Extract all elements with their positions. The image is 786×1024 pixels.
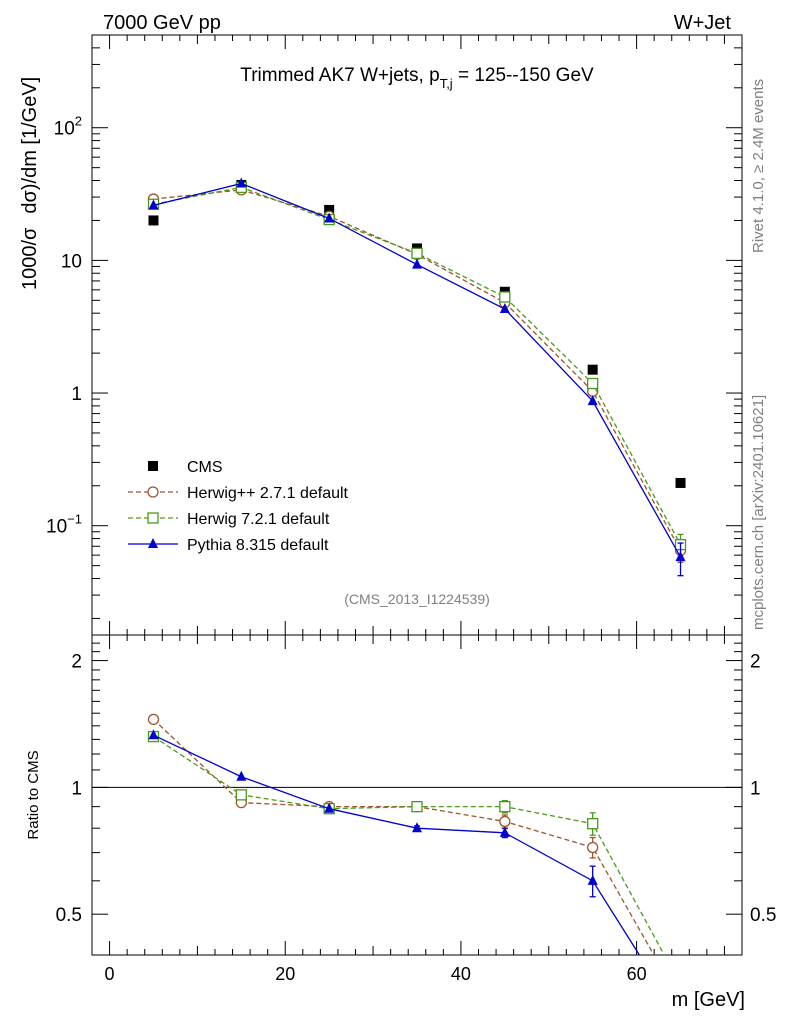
ratio-tick-labels: 0.5 0.5 1 1 2 2 [56, 652, 777, 927]
x-axis-label: m [GeV] [672, 989, 745, 1011]
ratio-data-point [587, 874, 598, 885]
analysis-id-label: (CMS_2013_I1224539) [344, 591, 490, 607]
ratio-y-tick-label-left: 1 [71, 778, 82, 799]
x-tick-label: 0 [105, 964, 115, 984]
ratio-y-tick-label-right: 2 [750, 652, 761, 673]
x-tick-label: 60 [627, 964, 647, 984]
mcplots-reference-label: mcplots.cern.ch [arXiv:2401.10621] [750, 395, 767, 630]
ratio-data-point [587, 841, 599, 854]
y-tick-label: 1 [71, 384, 82, 405]
plot-title: Trimmed AK7 W+jets, pT,j = 125--150 GeV [240, 65, 594, 91]
ratio-data-point [412, 822, 422, 833]
main-data-point [675, 477, 686, 488]
legend-label: CMS [187, 459, 223, 476]
ratio-series-herwig-2-7-1-default [147, 713, 655, 955]
plot-title-main: Trimmed AK7 W+jets, p [240, 65, 439, 86]
x-tick-label: 40 [451, 964, 471, 984]
ratio-y-axis-label: Ratio to CMS [25, 750, 42, 839]
ratio-data-point [411, 800, 423, 813]
ratio-data-point [499, 815, 511, 828]
main-series-herwig-2-7-1-default [147, 184, 687, 563]
ratio-data-point [236, 770, 247, 781]
ratio-data-point [324, 802, 335, 813]
process-label: W+Jet [674, 12, 732, 34]
y-axis-label-part-b: dσ)/dm [1/GeV] [19, 77, 41, 214]
main-data-point [148, 215, 159, 226]
main-axis-ticks [92, 34, 742, 635]
ratio-y-tick-label-left: 2 [71, 652, 82, 673]
ratio-series-pythia-8-315-default [148, 729, 686, 1024]
ratio-plot-frame [91, 634, 743, 956]
legend-marker [148, 461, 158, 471]
ratio-data-point [676, 1014, 686, 1024]
ratio-y-tick-label-right: 0.5 [750, 905, 776, 926]
y-tick-label-base: 10 [46, 517, 67, 538]
main-series-group [147, 177, 687, 577]
legend-item: Herwig++ 2.7.1 default [128, 485, 349, 502]
ratio-series-herwig-7-2-1-default [147, 730, 666, 955]
main-data-point [587, 395, 598, 406]
main-data-point [412, 258, 422, 269]
legend-item: Pythia 8.315 default [128, 537, 329, 554]
y-tick-label-exponent: 2 [75, 114, 82, 129]
x-tick-label: 20 [275, 964, 295, 984]
legend-label: Pythia 8.315 default [187, 537, 329, 554]
ratio-data-point [148, 729, 159, 740]
energy-label: 7000 GeV pp [103, 12, 221, 34]
x-tick-labels: 0 20 40 60 [105, 964, 647, 984]
y-tick-label: 10 [61, 251, 82, 272]
main-data-point [324, 212, 335, 223]
ratio-y-tick-label-right: 1 [750, 778, 761, 799]
legend-marker [148, 538, 158, 548]
main-data-point [411, 247, 423, 259]
y-tick-label-base: 10 [54, 119, 75, 140]
legend-item: CMS [148, 459, 223, 476]
ratio-series-line [153, 718, 655, 955]
main-data-point [148, 199, 159, 210]
legend-item: Herwig 7.2.1 default [128, 511, 330, 528]
legend-label: Herwig++ 2.7.1 default [187, 485, 349, 502]
ratio-axis-ticks [92, 634, 742, 956]
main-data-point [499, 303, 510, 314]
y-tick-label: 102 [54, 114, 82, 140]
ratio-data-point [499, 826, 510, 837]
main-data-point [499, 291, 511, 303]
legend-marker [147, 512, 159, 524]
y-axis-label-part-a: 1000/σ [19, 227, 41, 290]
y-tick-label: 10−1 [46, 512, 82, 538]
ratio-series-group [147, 713, 686, 1024]
ratio-y-tick-label-left: 0.5 [56, 905, 82, 926]
main-data-point [587, 364, 598, 375]
ratio-data-point [499, 800, 511, 813]
ratio-plot-panel: 0.5 0.5 1 1 2 2 Ratio to CMS [25, 634, 777, 1024]
legend-marker [147, 486, 159, 498]
main-series-cms [148, 180, 686, 488]
y-tick-label-exponent: −1 [67, 512, 82, 527]
legend: CMS Herwig++ 2.7.1 default Herwig 7.2.1 de… [128, 459, 349, 554]
ratio-series-line [153, 734, 641, 955]
y-axis-label: 1000/σ dσ)/dm [1/GeV] [19, 77, 41, 290]
legend-label: Herwig 7.2.1 default [187, 511, 330, 528]
ratio-data-point [235, 789, 247, 801]
main-data-point [675, 551, 686, 562]
ratio-data-point [587, 818, 599, 830]
ratio-series-line [153, 736, 666, 955]
main-data-point [324, 204, 335, 215]
ratio-data-point [147, 713, 160, 726]
plot-title-subscript: T,j [440, 76, 453, 91]
rivet-version-label: Rivet 4.1.0, ≥ 2.4M events [750, 79, 767, 253]
main-series-pythia-8-315-default [148, 177, 686, 577]
main-data-point [236, 177, 247, 188]
main-data-point [587, 377, 599, 390]
plot-title-tail: = 125--150 GeV [453, 65, 594, 86]
